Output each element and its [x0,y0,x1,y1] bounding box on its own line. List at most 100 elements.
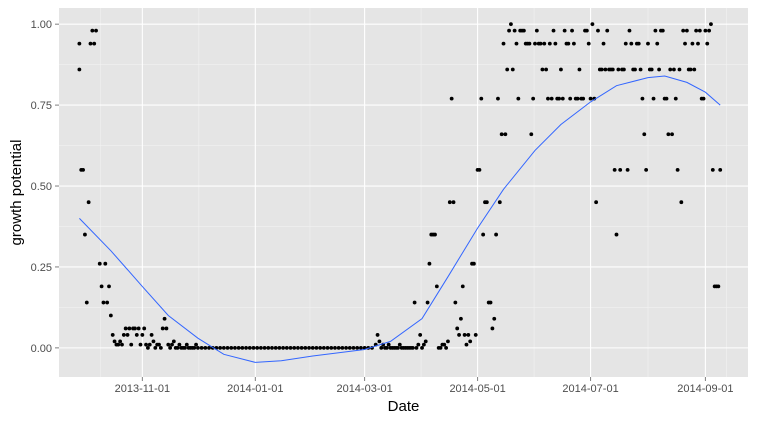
data-point [421,342,426,347]
data-point [568,96,573,101]
data-point [438,345,443,350]
data-point [490,326,495,331]
data-point [162,316,167,321]
data-point [599,67,604,72]
data-point [603,67,608,72]
data-point [194,342,198,347]
data-point [121,333,126,337]
data-point [147,342,152,347]
data-point [325,345,330,350]
data-point [86,200,91,205]
data-point [340,345,345,350]
data-point [244,345,248,350]
data-point [646,41,650,46]
data-point [153,345,158,350]
data-point [396,345,400,350]
data-point [233,345,237,350]
data-point [544,67,549,72]
data-point [610,67,615,72]
data-point [127,326,132,331]
data-point [273,345,278,350]
scatter-points [77,22,723,350]
data-point [103,261,108,266]
data-point [110,333,115,337]
data-point [588,96,593,101]
data-point [118,339,123,344]
data-point [451,200,456,205]
data-point [507,28,511,33]
x-tick-label: 2014-03-01 [336,383,392,395]
data-point [546,96,550,101]
data-point [681,28,686,33]
data-point [494,232,499,237]
data-point [288,345,293,350]
data-point [236,345,241,350]
data-point [116,342,121,347]
data-point [157,342,161,347]
data-point [675,167,680,172]
smooth-trend-line [79,75,721,363]
data-point [160,326,165,331]
data-point [379,345,384,350]
data-point [158,345,163,350]
data-point [192,345,197,350]
data-point [516,96,521,101]
data-point [560,96,565,101]
data-point [570,28,574,33]
data-point [466,333,471,337]
data-point [521,28,526,33]
data-point [144,342,148,347]
data-point [457,333,461,337]
data-point [266,345,271,350]
data-point [90,28,95,33]
data-point [549,96,554,101]
data-point [657,67,661,72]
data-point [184,342,189,347]
data-point [310,345,315,350]
data-point [531,96,536,101]
data-point [120,342,124,347]
data-point [164,326,169,331]
data-point [623,41,628,46]
data-point [677,67,682,72]
data-point [660,28,665,33]
data-point [664,96,669,101]
y-tick-label: 1.00 [31,19,52,31]
data-point [533,41,537,46]
data-point [690,41,695,46]
data-point [642,132,647,137]
data-point [329,345,334,350]
data-point [183,345,187,350]
data-point [468,339,473,344]
data-point [633,67,637,72]
data-point [414,345,419,350]
data-point [123,326,128,331]
data-point [416,342,421,347]
data-point [449,96,454,101]
data-point [171,339,176,344]
data-point [557,96,561,101]
data-point [577,67,582,72]
data-point [479,96,484,101]
data-point [83,232,87,237]
data-point [344,345,348,350]
data-point [423,339,428,344]
data-point [321,345,326,350]
data-point [292,345,297,350]
data-point [501,41,506,46]
data-point [688,67,693,72]
major-gridlines [59,8,748,377]
data-point [499,132,504,137]
data-point [88,41,93,46]
data-point [247,345,252,350]
data-point [581,96,586,101]
data-point [503,132,508,137]
x-axis-ticks: 2013-11-01 2014-01-01 2014-03-01 2014-05-01… [115,377,734,395]
data-point [142,326,147,331]
data-point [622,67,626,72]
data-point [638,67,643,72]
data-point [218,345,223,350]
data-point [105,300,110,305]
data-point [92,41,97,46]
